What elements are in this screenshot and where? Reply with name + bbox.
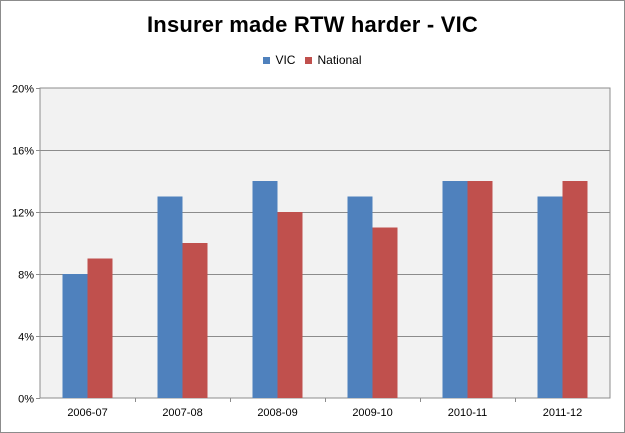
y-tick-label: 4%	[18, 332, 34, 344]
y-tick-labels: 0% 4% 8% 12% 16% 20%	[12, 84, 34, 406]
bar-vic-2007-08	[157, 196, 183, 398]
bar-national-2009-10	[372, 227, 398, 398]
bar-vic-2010-11	[442, 181, 468, 398]
y-tick-label: 8%	[18, 270, 34, 282]
bar-vic-2006-07	[62, 274, 88, 398]
bar-national-2006-07	[87, 258, 113, 398]
x-tick-label: 2007-08	[162, 407, 202, 419]
bar-vic-2008-09	[252, 181, 278, 398]
bars	[62, 181, 588, 398]
legend: VIC National	[0, 53, 625, 67]
legend-item-national: National	[305, 53, 362, 67]
x-tick-labels: 2006-07 2007-08 2008-09 2009-10 2010-11 2011-…	[67, 407, 582, 419]
x-tick-label: 2006-07	[67, 407, 107, 419]
bar-vic-2011-12	[537, 196, 563, 398]
chart-title: Insurer made RTW harder - VIC	[147, 12, 478, 37]
bar-national-2008-09	[277, 212, 303, 398]
legend-label-vic: VIC	[275, 53, 296, 67]
legend-swatch-national	[305, 56, 313, 64]
y-tick-label: 12%	[12, 208, 34, 220]
y-tick-label: 0%	[18, 394, 34, 406]
x-tick-label: 2009-10	[352, 407, 392, 419]
gridlines	[36, 88, 610, 399]
legend-label-national: National	[317, 53, 362, 67]
x-tick-label: 2011-12	[543, 407, 583, 419]
y-tick-label: 16%	[12, 146, 34, 158]
legend-item-vic: VIC	[263, 53, 295, 67]
y-tick-label: 20%	[12, 84, 34, 96]
bar-national-2007-08	[182, 243, 208, 398]
bar-vic-2009-10	[347, 196, 373, 398]
bar-national-2010-11	[467, 181, 493, 398]
plot-area	[39, 87, 611, 399]
axes	[135, 398, 516, 402]
x-tick-label: 2010-11	[448, 407, 488, 419]
legend-swatch-vic	[263, 56, 271, 64]
bar-national-2011-12	[562, 181, 588, 398]
x-tick-label: 2008-09	[257, 407, 297, 419]
